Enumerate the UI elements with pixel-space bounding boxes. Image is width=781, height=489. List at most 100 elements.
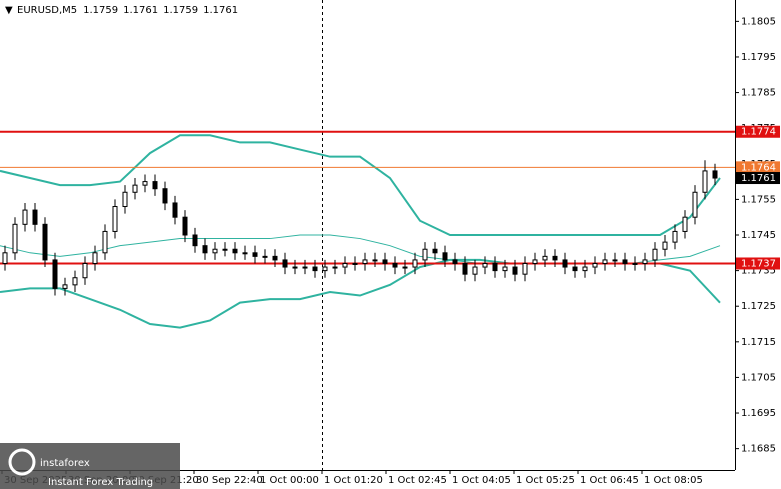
- y-tick-label: 1.1785: [741, 88, 776, 99]
- candle-body: [692, 191, 698, 218]
- candle-body: [622, 259, 628, 264]
- watermark-logo: [8, 448, 36, 476]
- candle-body: [682, 216, 688, 232]
- candle-body: [642, 259, 648, 264]
- candle-body: [452, 259, 458, 264]
- candle-body: [362, 259, 368, 264]
- candle-body: [652, 248, 658, 261]
- candle-body: [62, 284, 68, 289]
- candle-body: [372, 259, 378, 262]
- price-label-box: [736, 125, 780, 138]
- candle-body: [602, 259, 608, 264]
- candle-body: [192, 234, 198, 247]
- last-low: 1.1759: [163, 5, 198, 16]
- price-label-box: [736, 257, 780, 270]
- y-tick-label: 1.1715: [741, 337, 776, 348]
- candle-body: [492, 262, 498, 272]
- x-tick-label: 1 Oct 06:45: [580, 475, 639, 486]
- candle-body: [42, 223, 48, 261]
- candle-body: [712, 170, 718, 179]
- candle-body: [522, 262, 528, 275]
- price-label: 1.1737: [741, 258, 776, 269]
- menu-arrow: ▼: [5, 5, 13, 16]
- candle-body: [422, 248, 428, 261]
- candle-body: [442, 252, 448, 261]
- candle-body: [332, 266, 338, 269]
- candle-body: [112, 206, 118, 232]
- band-upper: [0, 134, 721, 236]
- candle-body: [532, 259, 538, 264]
- candle-body: [342, 262, 348, 268]
- candle-body: [92, 252, 98, 264]
- candle-body: [322, 266, 328, 272]
- candle-body: [202, 245, 208, 254]
- watermark-tagline: Instant Forex Trading: [48, 477, 153, 488]
- price-label-box: [736, 172, 780, 185]
- candle-body: [312, 266, 318, 272]
- candle-body: [72, 277, 78, 286]
- price-label: 1.1761: [741, 173, 776, 184]
- candle-body: [22, 209, 28, 225]
- candle-body: [512, 266, 518, 275]
- candle-body: [252, 252, 258, 257]
- candle-body: [352, 262, 358, 265]
- y-tick-label: 1.1795: [741, 52, 776, 63]
- candle-body: [582, 266, 588, 272]
- candle-body: [612, 259, 618, 262]
- price-label: 1.1764: [741, 162, 776, 173]
- candle-body: [462, 262, 468, 275]
- candle-body: [592, 262, 598, 268]
- y-tick-label: 1.1755: [741, 194, 776, 205]
- header: EURUSD,M5 1.1759 1.1761 1.1759 1.1761: [17, 5, 238, 16]
- candle-body: [212, 248, 218, 254]
- y-tick-label: 1.1805: [741, 16, 776, 27]
- candle-body: [162, 188, 168, 204]
- candle-body: [392, 262, 398, 268]
- y-tick-label: 1.1735: [741, 266, 776, 277]
- x-tick-label: 30 Sep 22:40: [196, 475, 263, 486]
- candle-body: [52, 259, 58, 289]
- candle-body: [82, 262, 88, 279]
- last-close: 1.1761: [203, 5, 238, 16]
- candle-body: [222, 248, 228, 251]
- candle-body: [572, 266, 578, 272]
- watermark-bg: [0, 443, 180, 489]
- candle-body: [552, 255, 558, 261]
- candle-body: [262, 255, 268, 258]
- candle-body: [562, 259, 568, 268]
- y-tick-label: 1.1705: [741, 372, 776, 383]
- x-tick-label: 1 Oct 00:00: [260, 475, 319, 486]
- candle-body: [472, 266, 478, 275]
- price-label-box: [736, 161, 780, 174]
- last-high: 1.1761: [123, 5, 158, 16]
- y-tick-label: 1.1685: [741, 444, 776, 455]
- candle-body: [502, 266, 508, 272]
- candle-body: [632, 262, 638, 265]
- x-tick-label: 1 Oct 08:05: [644, 475, 703, 486]
- candle-body: [182, 216, 188, 236]
- candle-body: [102, 230, 108, 254]
- candle-body: [2, 252, 8, 264]
- candle-body: [382, 259, 388, 264]
- candle-body: [142, 181, 148, 186]
- candle-body: [272, 255, 278, 261]
- candle-body: [122, 191, 128, 208]
- x-tick-label: 1 Oct 05:25: [516, 475, 575, 486]
- plot-area: [0, 130, 735, 329]
- candle-body: [542, 255, 548, 261]
- candle-body: [432, 248, 438, 254]
- candle-body: [152, 181, 158, 190]
- y-tick-label: 1.1725: [741, 301, 776, 312]
- candle-body: [672, 230, 678, 243]
- candle-body: [702, 170, 708, 193]
- candle-body: [482, 262, 488, 268]
- x-tick-label: 1 Oct 04:05: [452, 475, 511, 486]
- x-tick-label: 1 Oct 01:20: [324, 475, 383, 486]
- candle-body: [292, 266, 298, 269]
- watermark-brand: instaforex: [40, 458, 90, 469]
- candle-body: [412, 259, 418, 268]
- candle-body: [402, 266, 408, 269]
- x-tick-label: 1 Oct 02:45: [388, 475, 447, 486]
